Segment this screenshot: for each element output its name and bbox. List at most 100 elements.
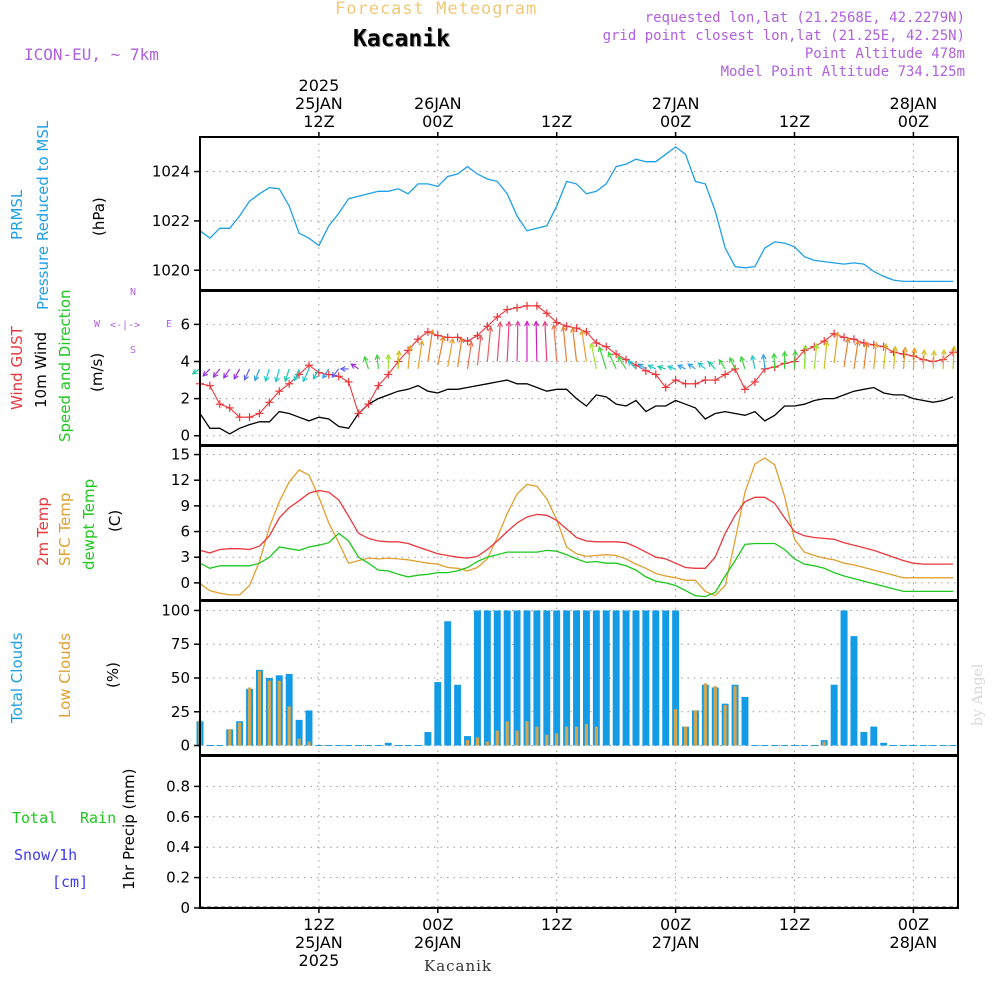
total-cloud-bar xyxy=(642,610,650,746)
gust-marker xyxy=(285,379,294,388)
precipitation-panel-frame xyxy=(199,755,959,909)
gust-marker xyxy=(384,370,393,379)
wind-arrow xyxy=(873,341,879,369)
gust-marker xyxy=(463,337,472,346)
bottom-time-label: 00Z xyxy=(422,915,453,934)
temperature-panel-frame xyxy=(199,445,959,601)
wind-arrow xyxy=(253,368,261,382)
precip-total-label: Total xyxy=(12,809,58,827)
wind-arrow xyxy=(687,363,696,370)
wind-arrow xyxy=(750,354,756,370)
bottom-time-label: 28JAN xyxy=(890,933,938,952)
wind-arrow xyxy=(233,368,241,380)
wind-arrow xyxy=(533,320,540,362)
wind-arrow xyxy=(911,347,918,369)
gust-marker xyxy=(651,370,660,379)
point-altitude: Point Altitude 478m xyxy=(804,46,965,62)
gust-marker xyxy=(265,398,274,407)
top-time-label: 12Z xyxy=(303,112,334,131)
gust-marker xyxy=(503,305,512,314)
gust-marker xyxy=(612,350,621,359)
gust-marker xyxy=(324,370,333,379)
gust-marker xyxy=(235,413,244,422)
wind-arrow xyxy=(542,320,549,362)
y-tick-label: 0 xyxy=(180,737,190,755)
wind-arrow xyxy=(363,355,370,370)
low-cloud-bar xyxy=(505,721,509,746)
gust-marker xyxy=(483,322,492,331)
low-cloud-bar xyxy=(238,722,242,746)
gust-marker xyxy=(750,377,759,386)
low-cloud-bar xyxy=(257,671,262,746)
wind-arrow xyxy=(892,345,898,369)
gust-marker xyxy=(740,385,749,394)
total-cloud-bar xyxy=(295,719,303,746)
total-cloud-bar xyxy=(503,610,511,746)
total-cloud-bar xyxy=(652,610,660,746)
low-cloud-bar xyxy=(495,730,499,746)
wind-arrow xyxy=(950,345,957,369)
wind-arrow xyxy=(514,320,521,362)
bottom-time-label: 27JAN xyxy=(652,933,700,952)
gust-marker xyxy=(453,333,462,342)
low-cloud-bar xyxy=(515,730,519,746)
total-cloud-bar xyxy=(582,610,590,746)
wind-arrow xyxy=(718,358,726,370)
total-cloud-bar xyxy=(622,610,630,746)
precip-snow-unit: [cm] xyxy=(52,873,89,891)
total-cloud-bar xyxy=(305,710,313,746)
low-cloud-bar xyxy=(267,680,271,746)
wind-arrow xyxy=(457,337,465,368)
gust-marker xyxy=(582,327,591,336)
wind-arrow xyxy=(427,328,435,362)
low-cloud-bar xyxy=(535,726,539,746)
y-tick-label: 50 xyxy=(171,669,190,687)
y-tick-label: 0 xyxy=(180,899,190,917)
wind-arrow xyxy=(283,368,290,383)
compass-west: W xyxy=(94,319,101,330)
gust-marker xyxy=(275,387,284,396)
wind-arrow xyxy=(274,368,280,383)
pressure-panel-frame xyxy=(199,136,959,291)
wind-arrow xyxy=(191,368,201,375)
gust-marker xyxy=(562,322,571,331)
wind-arrow xyxy=(579,328,588,362)
wind-arrow xyxy=(293,368,300,382)
wind-arrow xyxy=(729,356,736,370)
low-cloud-bar xyxy=(475,737,480,746)
gust-marker xyxy=(602,342,611,351)
top-time-label: 12Z xyxy=(541,112,572,131)
wind-arrow xyxy=(833,331,841,364)
total-cloud-bar xyxy=(473,610,481,746)
precip-rain-label: Rain xyxy=(80,809,117,827)
low-cloud-bar xyxy=(247,687,252,746)
y-tick-label: 75 xyxy=(171,635,190,653)
gust-marker xyxy=(711,376,720,385)
pressure-line xyxy=(199,146,953,283)
gust-marker xyxy=(404,346,413,355)
wind-arrow xyxy=(312,368,320,380)
wind-arrow xyxy=(417,339,425,370)
gust-marker xyxy=(849,335,858,344)
wind-arrow xyxy=(853,339,861,370)
wind-arrow xyxy=(781,350,788,369)
total-cloud-bar xyxy=(553,610,561,746)
wind-arrow xyxy=(589,342,597,370)
bottom-time-label: 12Z xyxy=(779,915,810,934)
wind-arrow xyxy=(802,344,809,369)
wind-arrow xyxy=(350,363,359,370)
sfc-temp-line xyxy=(199,457,953,597)
low-cloud-bar xyxy=(594,726,598,746)
top-time-label: 00Z xyxy=(660,112,691,131)
wind-arrow xyxy=(666,365,676,371)
wind-arrow xyxy=(331,368,340,378)
total-cloud-bar xyxy=(662,610,670,746)
total-cloud-bar xyxy=(434,682,442,746)
wind-arrow xyxy=(597,345,607,370)
total-cloud-bar xyxy=(573,610,580,746)
y-tick-label: 6 xyxy=(180,315,190,333)
low-cloud-bar xyxy=(574,726,579,746)
wind-arrow xyxy=(486,325,494,362)
low-cloud-bar xyxy=(683,726,688,746)
